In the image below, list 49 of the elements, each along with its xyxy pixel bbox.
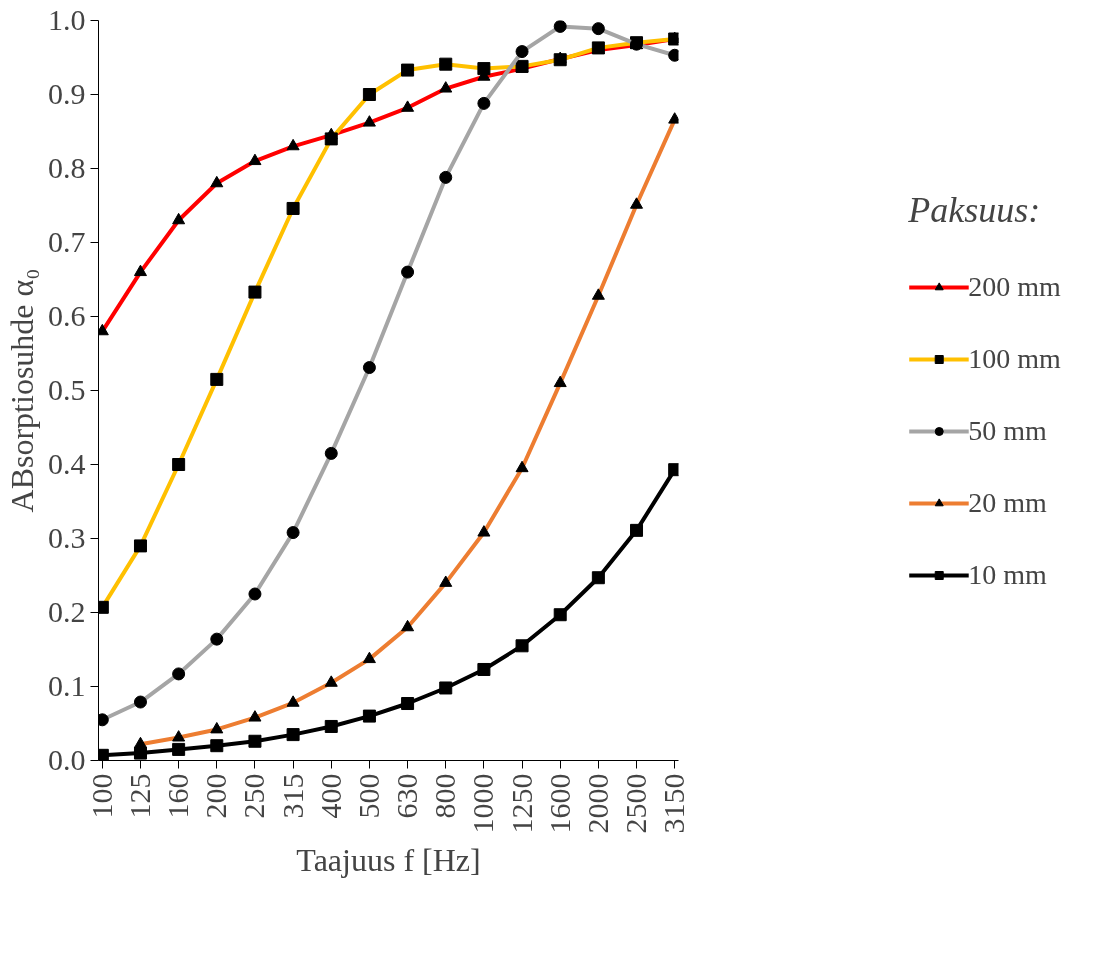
point <box>324 719 338 733</box>
point <box>172 742 186 756</box>
point <box>133 746 147 760</box>
x-tick-label: 3150 <box>657 773 691 834</box>
y-tick-label: 0.3 <box>48 521 86 554</box>
x-tick-label: 1600 <box>542 773 576 834</box>
point <box>401 697 415 711</box>
point <box>515 639 529 653</box>
y-tick-label: 0.5 <box>48 373 86 406</box>
point <box>439 681 453 695</box>
legend-title: Paksuus: <box>908 189 1042 231</box>
x-tick-label: 2500 <box>619 773 653 834</box>
y-axis-title: ABsorptiosuhde α₀ <box>4 268 40 513</box>
point <box>630 523 644 537</box>
point <box>248 734 262 748</box>
legend-label: 10 mm <box>968 559 1047 591</box>
x-tick-label: 100 <box>84 773 118 819</box>
y-tick-label: 0.8 <box>48 151 86 184</box>
y-tick-label: 0.7 <box>48 225 86 258</box>
x-tick-label: 630 <box>390 773 424 819</box>
point <box>286 728 300 742</box>
y-tick-label: 0.1 <box>48 669 86 702</box>
x-tick-label: 2000 <box>580 773 614 834</box>
y-tick-label: 0.9 <box>48 77 86 110</box>
y-tick-label: 0.2 <box>48 595 86 628</box>
x-tick-label: 200 <box>199 773 233 819</box>
legend-label: 100 mm <box>968 343 1061 375</box>
x-tick-label: 800 <box>428 773 462 819</box>
x-tick-label: 1000 <box>466 773 500 834</box>
point <box>591 571 605 585</box>
x-axis-title: Taajuus f [Hz] <box>296 841 481 878</box>
legend-label: 50 mm <box>968 415 1047 447</box>
y-tick-label: 0.4 <box>48 447 86 480</box>
x-tick-label: 250 <box>237 773 271 819</box>
x-tick-label: 500 <box>351 773 385 819</box>
point <box>210 739 224 753</box>
y-tick-label: 0.0 <box>48 743 86 776</box>
x-tick-label: 1250 <box>504 773 538 834</box>
y-tick-label: 0.6 <box>48 299 86 332</box>
legend-label: 200 mm <box>968 271 1061 303</box>
point <box>362 709 376 723</box>
x-tick-label: 125 <box>122 773 156 819</box>
y-tick-label: 1.0 <box>48 3 86 36</box>
point <box>553 608 567 622</box>
x-tick-label: 160 <box>161 773 195 819</box>
x-tick-label: 400 <box>313 773 347 819</box>
x-tick-label: 315 <box>275 773 309 819</box>
point <box>477 662 491 676</box>
legend-label: 20 mm <box>968 487 1047 519</box>
